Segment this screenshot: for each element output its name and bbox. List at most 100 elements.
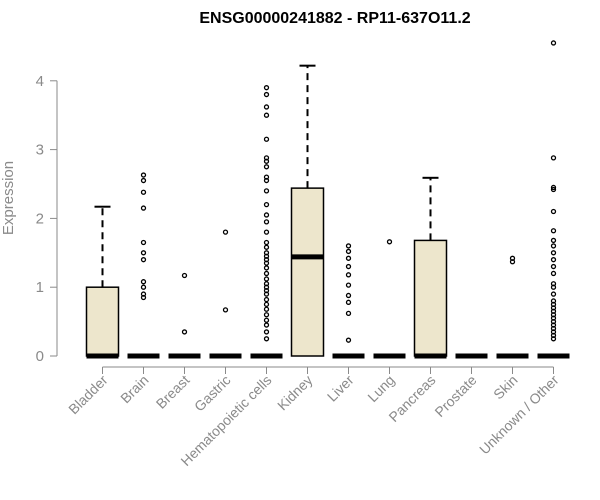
outlier-point: [550, 263, 557, 270]
outlier-point: [263, 244, 270, 250]
outlier-point: [550, 270, 557, 277]
outlier-point: [263, 174, 270, 180]
outlier-point: [140, 284, 147, 290]
outlier-point: [140, 291, 147, 297]
outlier-point: [263, 212, 270, 218]
outlier-point: [181, 329, 188, 335]
outlier-point: [140, 205, 147, 211]
outlier-point: [263, 312, 270, 318]
outlier-point: [345, 272, 352, 278]
outlier-point: [263, 239, 270, 246]
outlier-point: [263, 104, 270, 110]
outlier-point: [550, 291, 557, 297]
outlier-point: [550, 155, 557, 161]
outlier-point: [550, 237, 557, 244]
outlier-point: [263, 85, 270, 91]
outlier-point: [263, 281, 270, 287]
outlier-point: [263, 329, 270, 335]
box-breast: [168, 272, 201, 359]
outlier-point: [345, 248, 352, 255]
outlier-point: [263, 201, 270, 208]
box-kidney: [290, 64, 325, 357]
outlier-point: [263, 317, 270, 323]
outlier-point: [222, 307, 229, 313]
outlier-point: [263, 270, 270, 277]
outlier-point: [140, 177, 147, 184]
box-body: [85, 286, 120, 357]
y-tick-label: 2: [36, 210, 44, 227]
outlier-point: [263, 188, 270, 194]
outlier-point: [263, 265, 270, 271]
box-pancreas: [413, 176, 448, 359]
outlier-point: [345, 243, 352, 249]
outlier-point: [550, 281, 557, 287]
y-axis-label: Expression: [0, 161, 17, 235]
outlier-point: [345, 282, 352, 288]
outlier-point: [263, 219, 270, 225]
x-tick-label: Lung: [364, 372, 397, 405]
outlier-point: [550, 298, 557, 304]
outlier-point: [345, 292, 352, 299]
outlier-point: [140, 279, 147, 285]
outlier-point: [263, 322, 270, 328]
outlier-point: [550, 250, 557, 256]
x-tick-label: Kidney: [274, 372, 316, 414]
outlier-point: [140, 239, 147, 246]
outlier-point: [263, 276, 270, 282]
outlier-point: [550, 208, 557, 215]
box-unknown-other: [537, 40, 570, 359]
outlier-point: [263, 229, 270, 235]
outlier-point: [550, 257, 557, 263]
box-liver: [332, 243, 365, 359]
outlier-point: [263, 112, 270, 118]
y-tick-label: 1: [36, 279, 44, 296]
box-body: [290, 187, 325, 357]
x-tick-label: Bladder: [65, 372, 111, 418]
outlier-point: [263, 155, 270, 161]
box-hematopoietic-cells: [250, 85, 283, 359]
outlier-point: [345, 255, 352, 261]
y-axis: 0 1 2 3 4: [36, 73, 58, 365]
box-skin: [496, 255, 529, 359]
y-tick-label: 3: [36, 142, 44, 159]
outlier-point: [509, 255, 516, 261]
outlier-point: [263, 136, 270, 142]
outlier-point: [263, 91, 270, 98]
box-bladder: [85, 205, 120, 359]
chart-title: ENSG00000241882 - RP11-637O11.2: [199, 10, 470, 27]
outlier-point: [140, 257, 147, 263]
outlier-point: [263, 306, 270, 312]
box-brain: [127, 172, 160, 359]
y-tick-label: 4: [36, 73, 44, 90]
box-body: [413, 239, 448, 357]
outlier-point: [345, 299, 352, 305]
outlier-point: [345, 263, 352, 270]
outlier-point: [550, 243, 557, 249]
outlier-point: [181, 272, 188, 279]
x-tick-label: Brain: [117, 372, 151, 406]
outlier-point: [140, 172, 147, 178]
outlier-point: [140, 250, 147, 256]
box-gastric: [209, 229, 242, 359]
outlier-point: [345, 310, 352, 316]
x-tick-label: Skin: [490, 372, 521, 403]
outlier-point: [263, 296, 270, 303]
outlier-point: [222, 229, 229, 235]
outlier-point: [550, 228, 557, 234]
outlier-point: [345, 337, 352, 343]
outlier-point: [263, 164, 270, 170]
outlier-point: [386, 239, 393, 245]
outlier-point: [263, 301, 270, 308]
outlier-point: [550, 184, 557, 191]
outlier-point: [140, 189, 147, 195]
outlier-point: [550, 186, 557, 193]
boxes: [85, 40, 570, 359]
outlier-point: [550, 40, 557, 46]
x-tick-label: Prostate: [431, 372, 479, 420]
x-tick-label: Breast: [153, 372, 193, 412]
x-tick-label: Liver: [324, 372, 357, 405]
outlier-point: [263, 336, 270, 342]
y-tick-label: 0: [36, 348, 44, 365]
